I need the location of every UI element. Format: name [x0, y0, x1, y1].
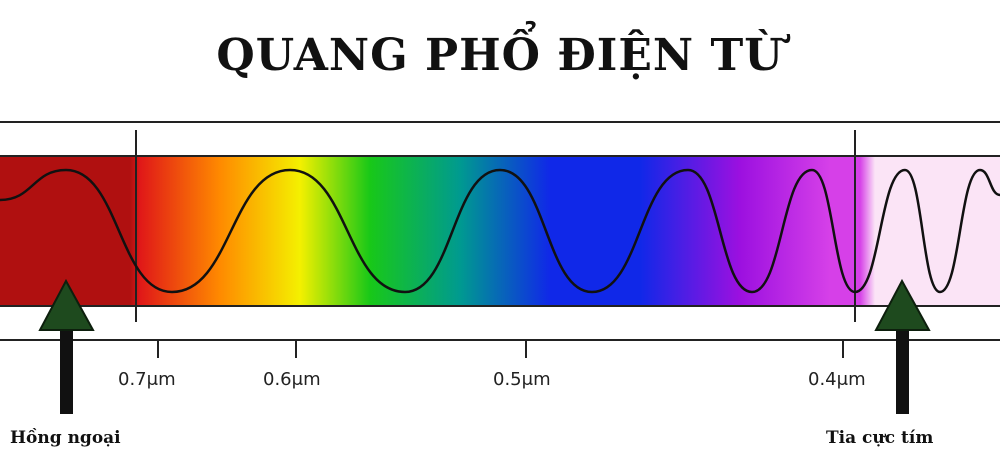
- infrared-arrow-icon: [38, 278, 95, 414]
- diagram-title: QUANG PHỔ ĐIỆN TỪ: [216, 30, 784, 81]
- tick-label: 0.7μm: [118, 369, 176, 390]
- wavelength-scale: 0.7μm 0.6μm 0.5μm 0.4μm: [118, 340, 866, 390]
- wave-curve: [0, 168, 1000, 294]
- ultraviolet-arrow-icon: [874, 278, 931, 414]
- infrared-label: Hồng ngoại: [10, 428, 121, 448]
- ultraviolet-label: Tia cực tím: [826, 428, 934, 448]
- tick-label: 0.6μm: [263, 369, 321, 390]
- tick-label: 0.4μm: [808, 369, 866, 390]
- tick-label: 0.5μm: [493, 369, 551, 390]
